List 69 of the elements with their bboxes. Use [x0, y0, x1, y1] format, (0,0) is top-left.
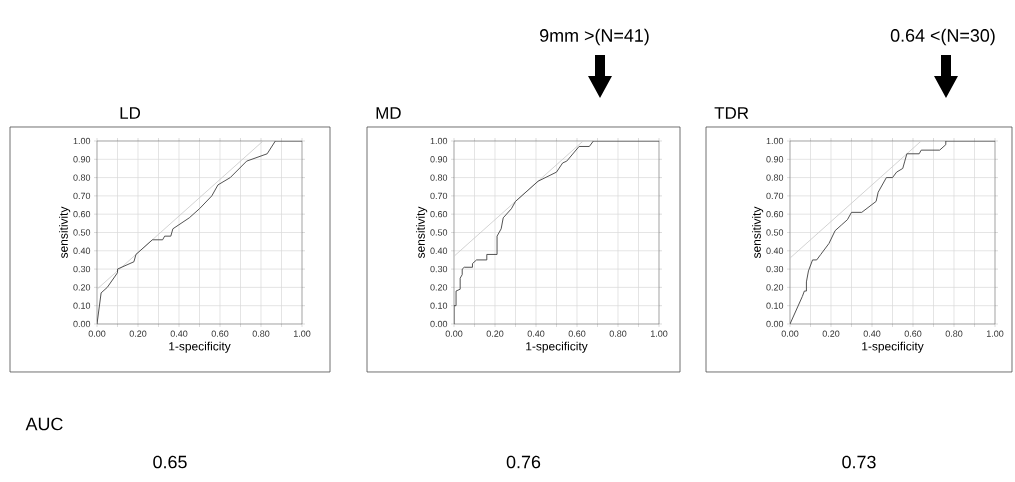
x-tick-label: 0.00 — [88, 330, 106, 337]
y-tick-label: 0.60 — [73, 211, 91, 218]
text: 0.64 <(N=30) — [890, 28, 995, 46]
text: 0.65 — [153, 455, 187, 469]
text: 0.73 — [842, 455, 876, 469]
x-tick-label: 1.00 — [650, 330, 668, 337]
x-tick-label: 0.00 — [781, 330, 799, 337]
y-tick-label: 0.20 — [73, 284, 91, 291]
y-tick-label: 0.90 — [430, 156, 448, 163]
line-series — [454, 140, 660, 324]
x-tick-label: 0.60 — [904, 330, 922, 337]
y-tick-label: 0.00 — [430, 320, 448, 328]
y-tick-label: 1.00 — [73, 137, 91, 145]
y-tick-label: 0.50 — [430, 229, 448, 236]
chart-title: LD — [120, 107, 141, 119]
x-tick-label: 0.20 — [129, 330, 147, 337]
y-tick-label: 0.00 — [766, 320, 784, 328]
chart-title: TDR — [714, 107, 749, 119]
y-tick-label: 0.70 — [766, 192, 784, 200]
y-tick-label: 0.50 — [766, 229, 784, 236]
y-tick-label: 0.40 — [766, 247, 784, 254]
y-axis-title: sensitivity — [416, 206, 428, 259]
y-tick-label: 0.10 — [430, 302, 448, 309]
y-tick-label: 0.50 — [73, 229, 91, 236]
x-tick-label: 0.40 — [170, 330, 188, 337]
text: AUC — [25, 417, 63, 431]
x-tick-label: 0.60 — [211, 330, 229, 337]
x-tick-label: 0.80 — [945, 330, 963, 337]
y-tick-label: 1.00 — [430, 137, 448, 145]
y-tick-label: 0.40 — [430, 247, 448, 254]
y-tick-label: 0.30 — [430, 265, 448, 273]
y-tick-label: 0.70 — [73, 192, 91, 200]
y-tick-label: 0.70 — [430, 192, 448, 200]
x-tick-label: 0.00 — [445, 330, 463, 337]
text: 9mm >(N=41) — [540, 28, 649, 46]
y-tick-label: 0.60 — [430, 211, 448, 218]
y-tick-label: 0.60 — [766, 211, 784, 218]
y-tick-label: 0.40 — [73, 247, 91, 254]
y-tick-label: 0.80 — [430, 174, 448, 181]
y-tick-label: 0.10 — [73, 302, 91, 309]
text: 0.76 — [506, 455, 541, 469]
y-tick-label: 0.20 — [430, 284, 448, 291]
y-tick-label: 0.80 — [73, 174, 91, 181]
x-axis-title: 1-specificity — [169, 341, 231, 353]
y-axis-title: sensitivity — [752, 206, 764, 259]
line-series — [97, 140, 303, 324]
x-axis-title: 1-specificity — [526, 341, 588, 353]
chart-title: MD — [376, 107, 401, 119]
x-tick-label: 0.80 — [609, 330, 627, 337]
x-axis-title: 1-specificity — [862, 341, 924, 353]
x-tick-label: 1.00 — [986, 330, 1004, 337]
x-tick-label: 0.40 — [863, 330, 881, 337]
x-tick-label: 0.80 — [252, 330, 270, 337]
x-tick-label: 0.20 — [486, 330, 504, 337]
y-tick-label: 0.90 — [73, 156, 91, 163]
y-tick-label: 0.20 — [766, 284, 784, 291]
y-tick-label: 0.00 — [73, 320, 91, 328]
line-series — [790, 140, 996, 324]
x-tick-label: 0.60 — [568, 330, 586, 337]
y-tick-label: 0.10 — [766, 302, 784, 309]
x-tick-label: 0.20 — [822, 330, 840, 337]
x-tick-label: 1.00 — [293, 330, 311, 337]
x-tick-label: 0.40 — [527, 330, 545, 337]
y-axis-title: sensitivity — [59, 206, 71, 259]
y-tick-label: 1.00 — [766, 137, 784, 145]
y-tick-label: 0.80 — [766, 174, 784, 181]
y-tick-label: 0.30 — [766, 265, 784, 273]
y-tick-label: 0.90 — [766, 156, 784, 163]
y-tick-label: 0.30 — [73, 265, 91, 273]
